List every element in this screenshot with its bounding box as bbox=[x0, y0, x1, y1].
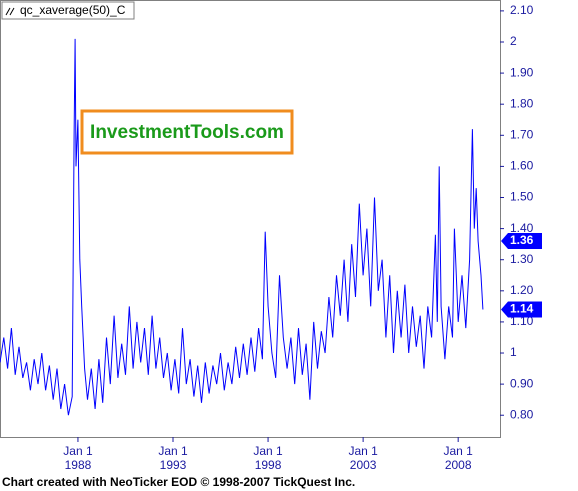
x-tick-label: 1988 bbox=[65, 458, 92, 472]
x-tick-label: 1998 bbox=[255, 458, 282, 472]
y-tick-label: 1.70 bbox=[510, 127, 534, 141]
value-marker-label: 1.36 bbox=[510, 233, 534, 247]
watermark-box bbox=[80, 109, 294, 155]
value-marker-label: 1.14 bbox=[510, 302, 534, 316]
x-tick-label: 2008 bbox=[445, 458, 472, 472]
series-line bbox=[0, 38, 484, 416]
y-tick-label: 1.50 bbox=[510, 190, 534, 204]
y-tick-label: 1 bbox=[510, 345, 517, 359]
value-marker bbox=[501, 301, 542, 318]
y-tick-label: 1.40 bbox=[510, 221, 534, 235]
x-tick-label: Jan 1 bbox=[443, 444, 473, 458]
legend-label: qc_xaverage(50)_C bbox=[20, 3, 126, 17]
y-tick-label: 0.90 bbox=[510, 376, 534, 390]
y-tick-label: 1.30 bbox=[510, 252, 534, 266]
x-tick-label: Jan 1 bbox=[253, 444, 283, 458]
y-tick-label: 1.20 bbox=[510, 283, 534, 297]
y-tick-label: 2.10 bbox=[510, 3, 534, 17]
y-tick-label: 1.80 bbox=[510, 96, 534, 110]
value-marker bbox=[501, 233, 542, 250]
x-tick-label: Jan 1 bbox=[348, 444, 378, 458]
x-tick-label: Jan 1 bbox=[63, 444, 93, 458]
legend-icon bbox=[5, 7, 15, 16]
y-tick-label: 0.80 bbox=[510, 407, 534, 421]
x-tick-label: Jan 1 bbox=[158, 444, 188, 458]
y-tick-label: 1.90 bbox=[510, 65, 534, 79]
y-tick-label: 1.60 bbox=[510, 159, 534, 173]
footer: Chart created with NeoTicker EOD © 1998-… bbox=[2, 475, 355, 489]
y-tick-label: 2 bbox=[510, 34, 517, 48]
legend bbox=[1, 1, 135, 20]
x-tick-label: 1993 bbox=[160, 458, 187, 472]
plot-area bbox=[0, 0, 501, 438]
x-tick-label: 2003 bbox=[350, 458, 377, 472]
watermark: InvestmentTools.com bbox=[90, 122, 284, 143]
y-tick-label: 1.10 bbox=[510, 314, 534, 328]
